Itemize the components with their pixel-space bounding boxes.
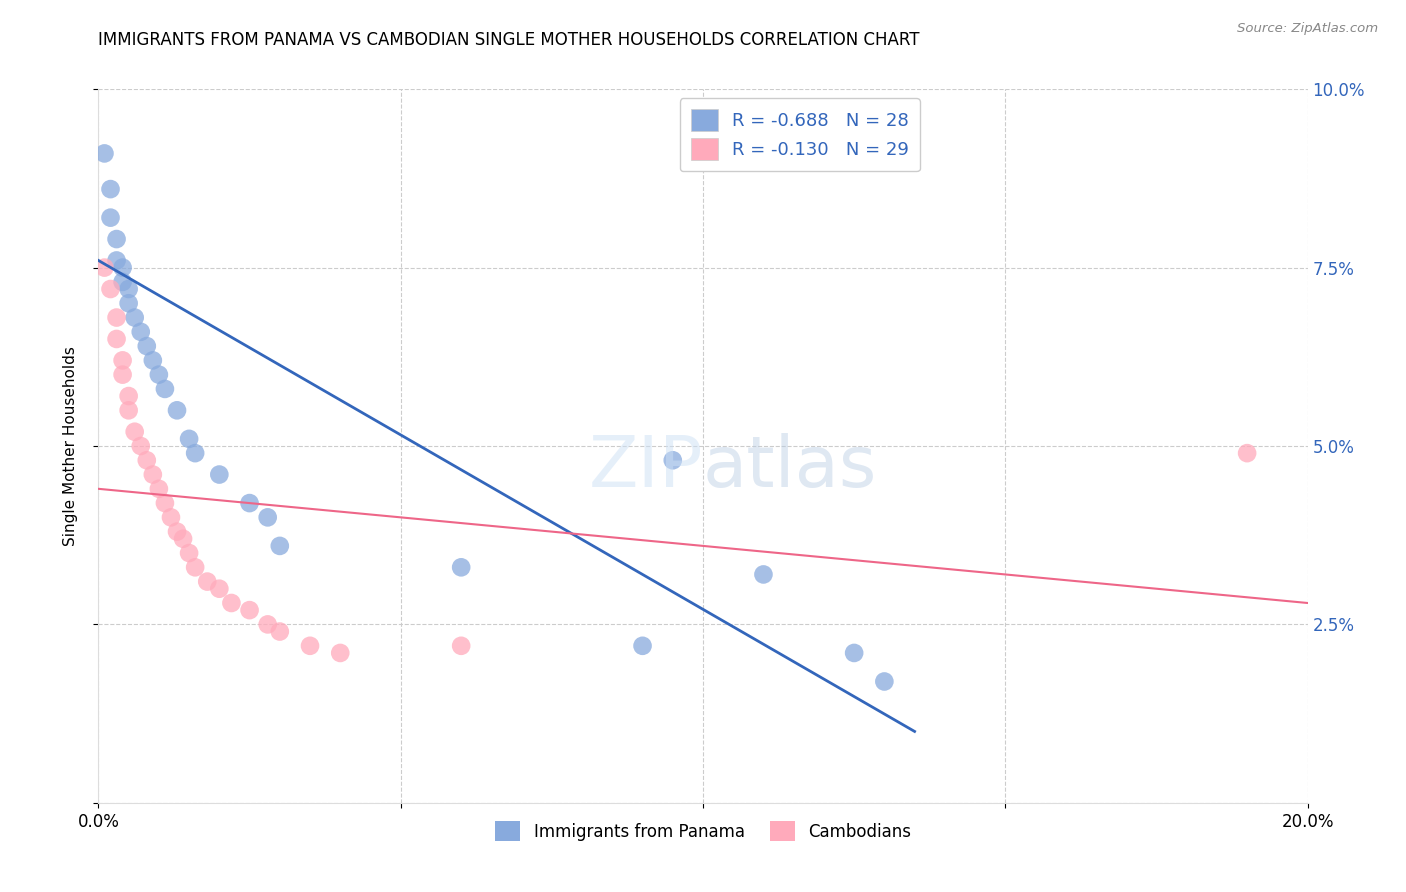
Point: [184, 560, 207, 574]
Point: [118, 296, 141, 310]
Point: [179, 432, 201, 446]
Point: [118, 282, 141, 296]
Point: [166, 524, 188, 539]
Point: [208, 582, 231, 596]
Point: [148, 482, 170, 496]
Point: [129, 439, 152, 453]
Point: [124, 310, 146, 325]
Point: [111, 353, 134, 368]
Point: [142, 353, 165, 368]
Point: [256, 617, 278, 632]
Point: [221, 596, 243, 610]
Point: [148, 368, 170, 382]
Point: [100, 182, 122, 196]
Point: [844, 646, 866, 660]
Point: [153, 382, 176, 396]
Point: [179, 546, 201, 560]
Text: IMMIGRANTS FROM PANAMA VS CAMBODIAN SINGLE MOTHER HOUSEHOLDS CORRELATION CHART: IMMIGRANTS FROM PANAMA VS CAMBODIAN SING…: [98, 31, 920, 49]
Point: [135, 453, 157, 467]
Point: [873, 674, 896, 689]
Point: [111, 260, 134, 275]
Point: [172, 532, 194, 546]
Point: [195, 574, 218, 589]
Point: [239, 496, 262, 510]
Point: [450, 639, 472, 653]
Point: [118, 403, 141, 417]
Point: [1236, 446, 1258, 460]
Point: [142, 467, 165, 482]
Point: [256, 510, 278, 524]
Point: [184, 446, 207, 460]
Text: atlas: atlas: [703, 433, 877, 502]
Point: [160, 510, 183, 524]
Point: [752, 567, 775, 582]
Text: Source: ZipAtlas.com: Source: ZipAtlas.com: [1237, 22, 1378, 36]
Point: [239, 603, 262, 617]
Point: [124, 425, 146, 439]
Point: [269, 624, 291, 639]
Y-axis label: Single Mother Households: Single Mother Households: [63, 346, 77, 546]
Point: [105, 232, 128, 246]
Point: [100, 211, 122, 225]
Point: [111, 275, 134, 289]
Point: [118, 389, 141, 403]
Point: [661, 453, 683, 467]
Point: [299, 639, 322, 653]
Point: [129, 325, 152, 339]
Point: [153, 496, 176, 510]
Point: [105, 332, 128, 346]
Legend: Immigrants from Panama, Cambodians: Immigrants from Panama, Cambodians: [488, 814, 918, 848]
Point: [269, 539, 291, 553]
Point: [208, 467, 231, 482]
Point: [450, 560, 472, 574]
Point: [111, 368, 134, 382]
Point: [631, 639, 654, 653]
Point: [166, 403, 188, 417]
Text: ZIP: ZIP: [589, 433, 703, 502]
Point: [93, 146, 115, 161]
Point: [105, 310, 128, 325]
Point: [329, 646, 352, 660]
Point: [100, 282, 122, 296]
Point: [93, 260, 115, 275]
Point: [105, 253, 128, 268]
Point: [135, 339, 157, 353]
